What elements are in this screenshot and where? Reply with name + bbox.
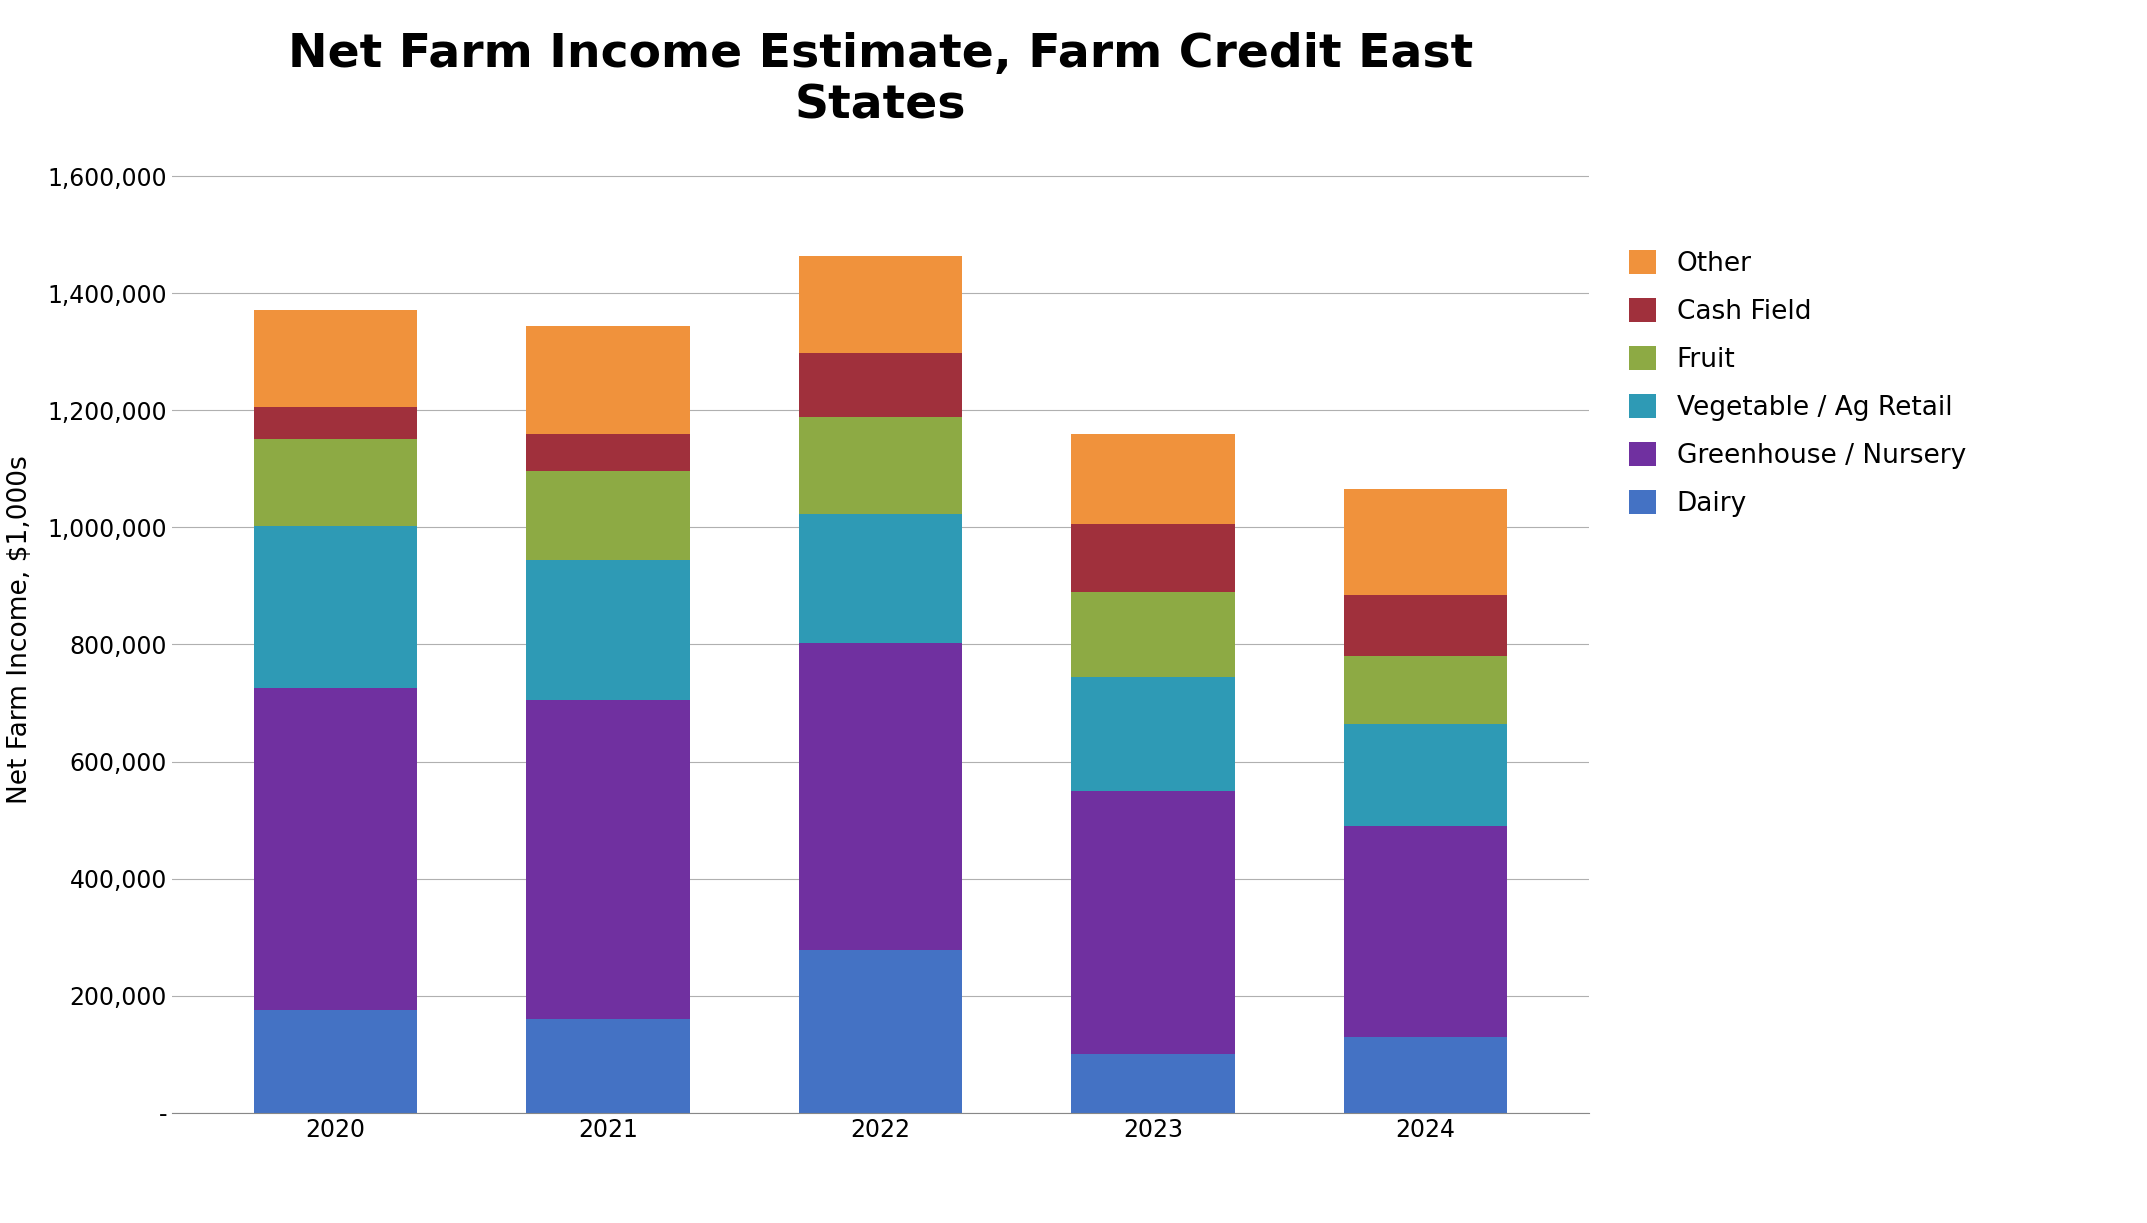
Bar xyxy=(526,471,689,560)
Bar xyxy=(1344,657,1507,724)
Y-axis label: Net Farm Income, $1,000s: Net Farm Income, $1,000s xyxy=(6,455,34,805)
Bar xyxy=(526,434,689,471)
Bar xyxy=(253,311,417,407)
Bar xyxy=(526,700,689,1019)
Bar xyxy=(253,439,417,526)
Bar xyxy=(1344,489,1507,594)
Bar xyxy=(799,257,962,353)
Bar xyxy=(253,407,417,439)
Bar xyxy=(1071,791,1235,1054)
Bar xyxy=(1344,826,1507,1037)
Bar xyxy=(1344,1037,1507,1113)
Legend: Other, Cash Field, Fruit, Vegetable / Ag Retail, Greenhouse / Nursery, Dairy: Other, Cash Field, Fruit, Vegetable / Ag… xyxy=(1617,237,1980,531)
Bar xyxy=(799,417,962,514)
Bar xyxy=(1344,724,1507,826)
Bar xyxy=(1344,594,1507,657)
Bar xyxy=(253,689,417,1010)
Bar xyxy=(526,560,689,700)
Bar xyxy=(1071,434,1235,525)
Bar xyxy=(253,1010,417,1113)
Bar xyxy=(1071,1054,1235,1113)
Title: Net Farm Income Estimate, Farm Credit East
States: Net Farm Income Estimate, Farm Credit Ea… xyxy=(288,32,1473,128)
Bar xyxy=(526,327,689,434)
Bar xyxy=(799,950,962,1113)
Bar xyxy=(253,526,417,689)
Bar xyxy=(1071,525,1235,592)
Bar xyxy=(799,353,962,417)
Bar xyxy=(526,1019,689,1113)
Bar xyxy=(1071,592,1235,676)
Bar xyxy=(1071,676,1235,791)
Bar xyxy=(799,514,962,643)
Bar xyxy=(799,643,962,950)
